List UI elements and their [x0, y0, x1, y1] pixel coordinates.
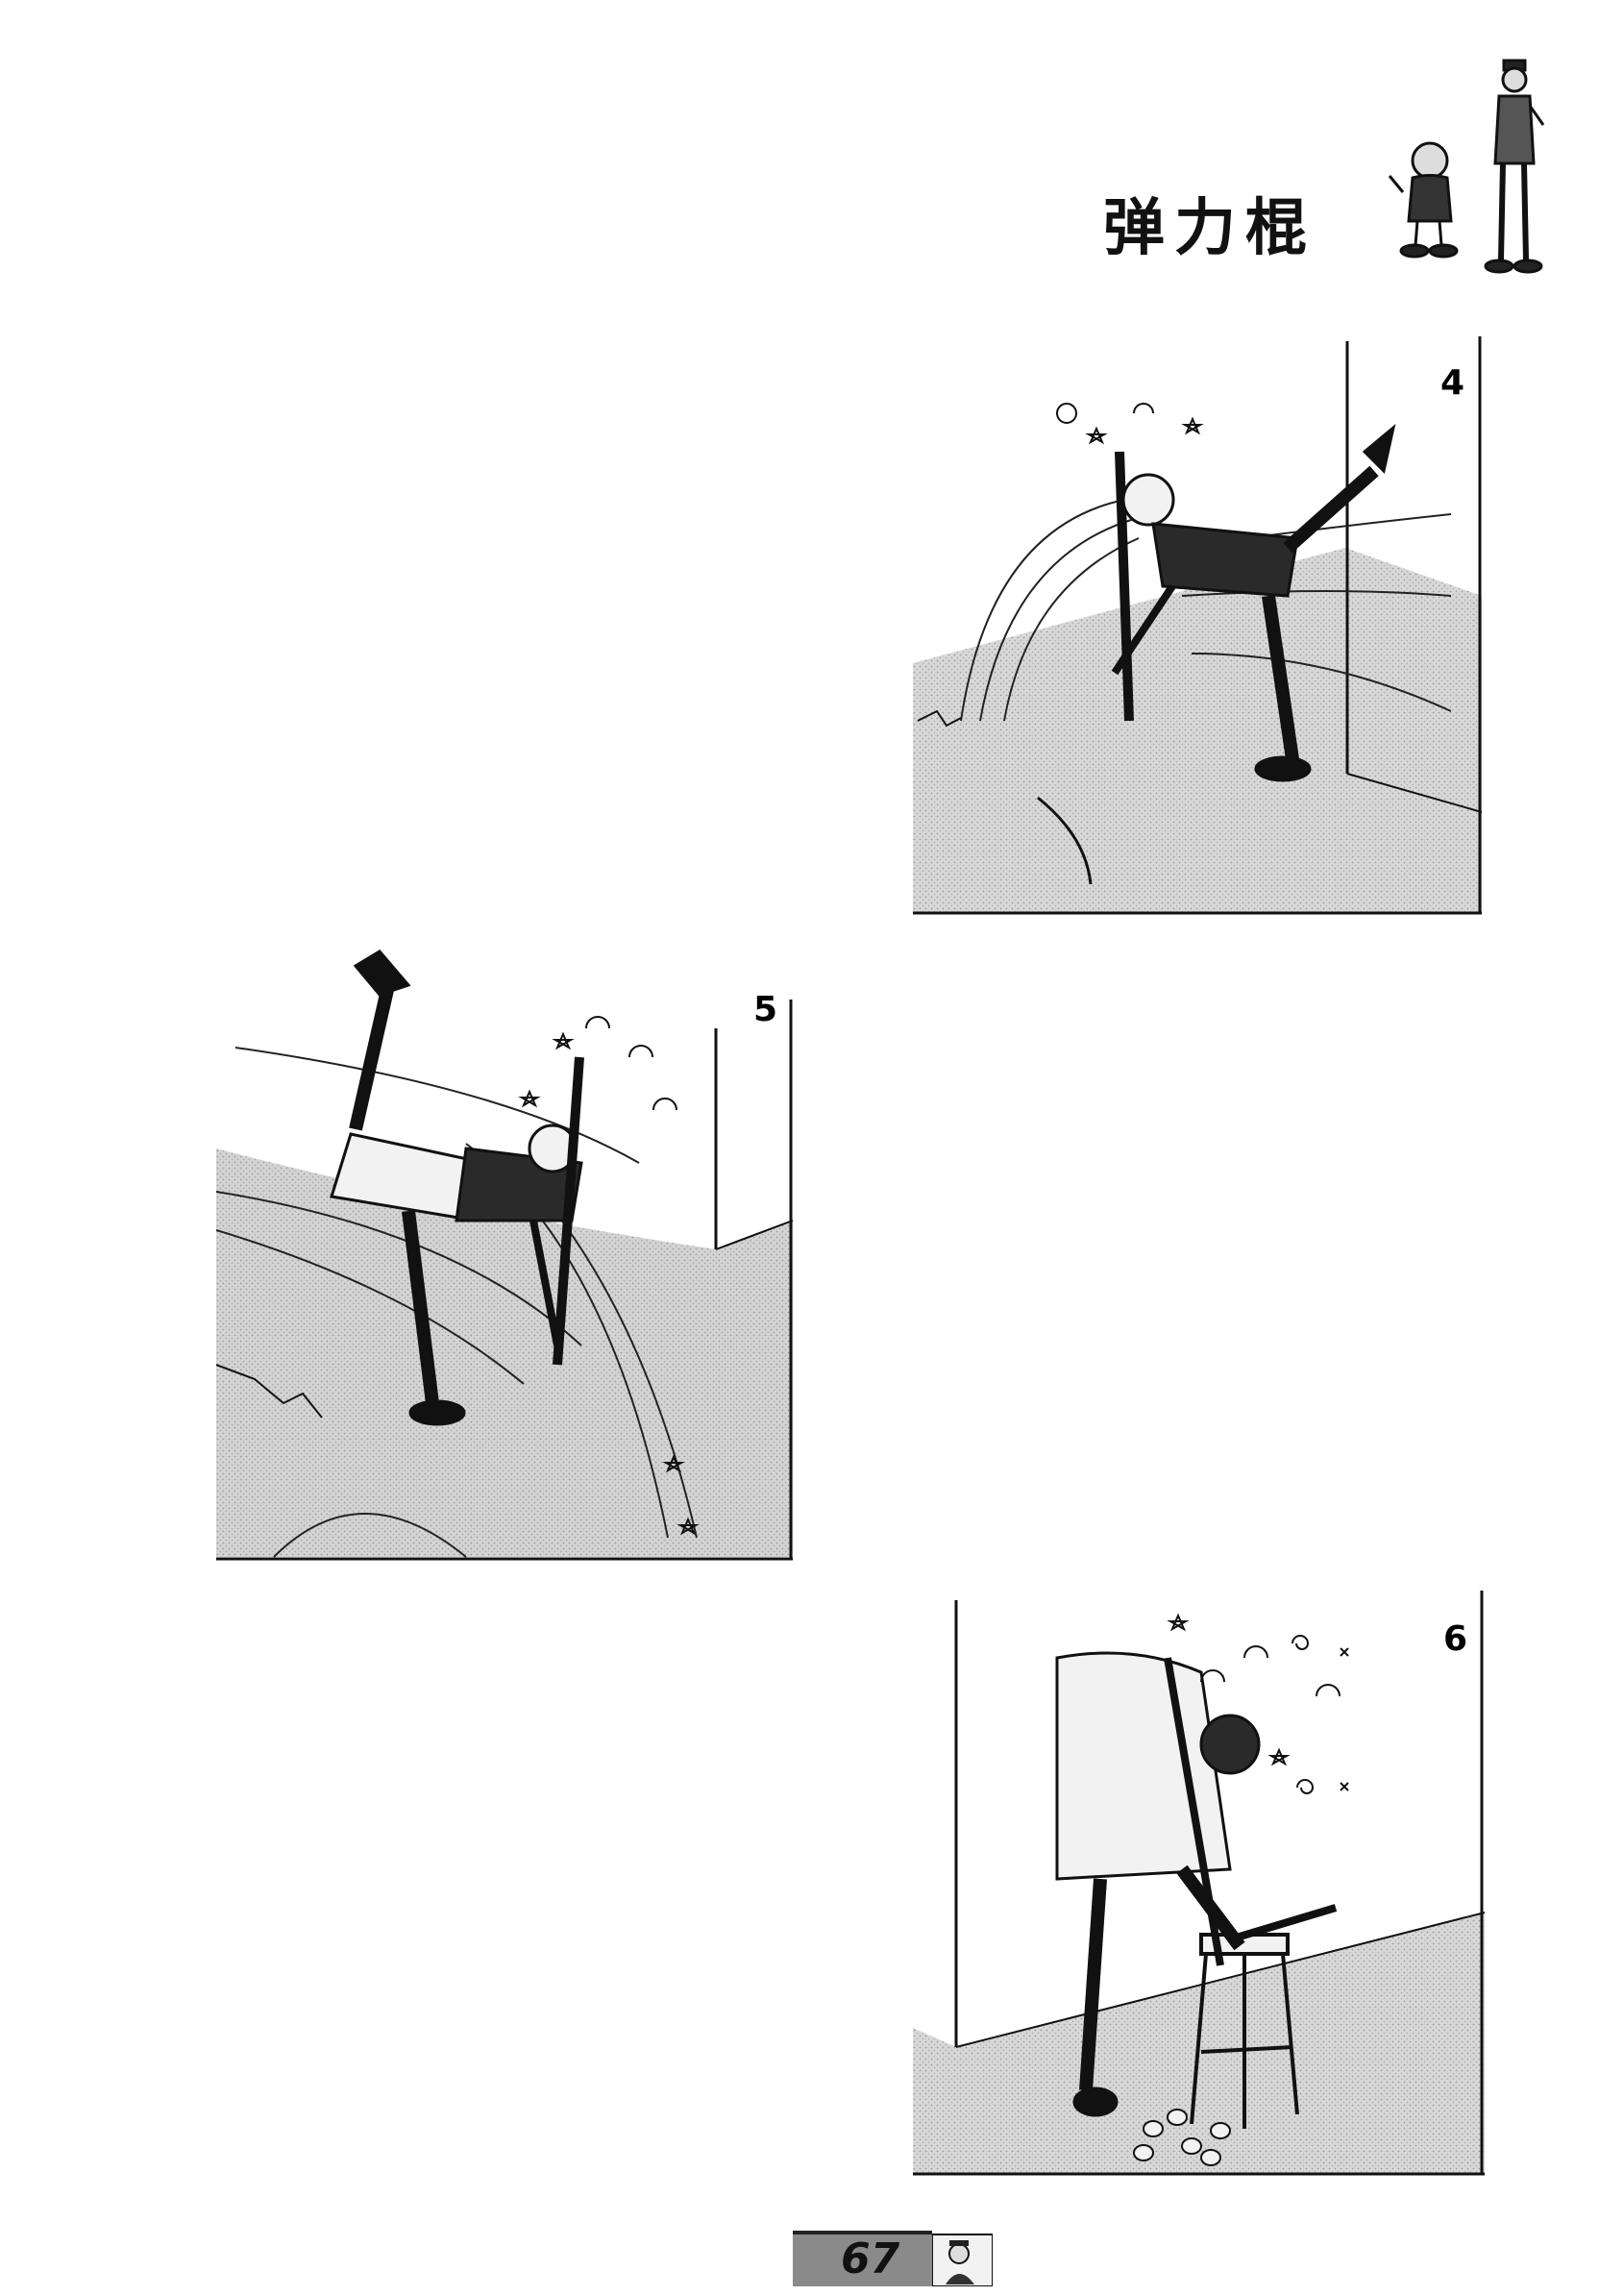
panel-number-4: 4 [1439, 363, 1464, 403]
figure-6 [1055, 1651, 1261, 2117]
comic-panel-4: 4 [913, 336, 1482, 915]
page-number-background [793, 2231, 932, 2286]
comic-panel-6: 6 [913, 1591, 1485, 2177]
page-number-tab: 67 [793, 2231, 993, 2286]
stool [1190, 1933, 1299, 2129]
figure-5 [330, 950, 583, 1426]
figure-4 [1111, 424, 1396, 782]
page-title: 弹力棍 [1103, 193, 1316, 264]
character-portrait-icon [932, 2234, 993, 2286]
panel-4-artwork [913, 336, 1482, 915]
panel-number-6: 6 [1442, 1619, 1467, 1659]
tall-character [1484, 59, 1545, 274]
short-character [1388, 141, 1459, 259]
comic-panel-5: 5 [216, 942, 795, 1562]
panel-6-artwork [913, 1591, 1485, 2176]
panel-5-artwork [216, 950, 794, 1561]
panel-number-5: 5 [752, 990, 777, 1029]
mascot-illustration [1388, 59, 1545, 274]
page-number: 67 [841, 2234, 900, 2284]
